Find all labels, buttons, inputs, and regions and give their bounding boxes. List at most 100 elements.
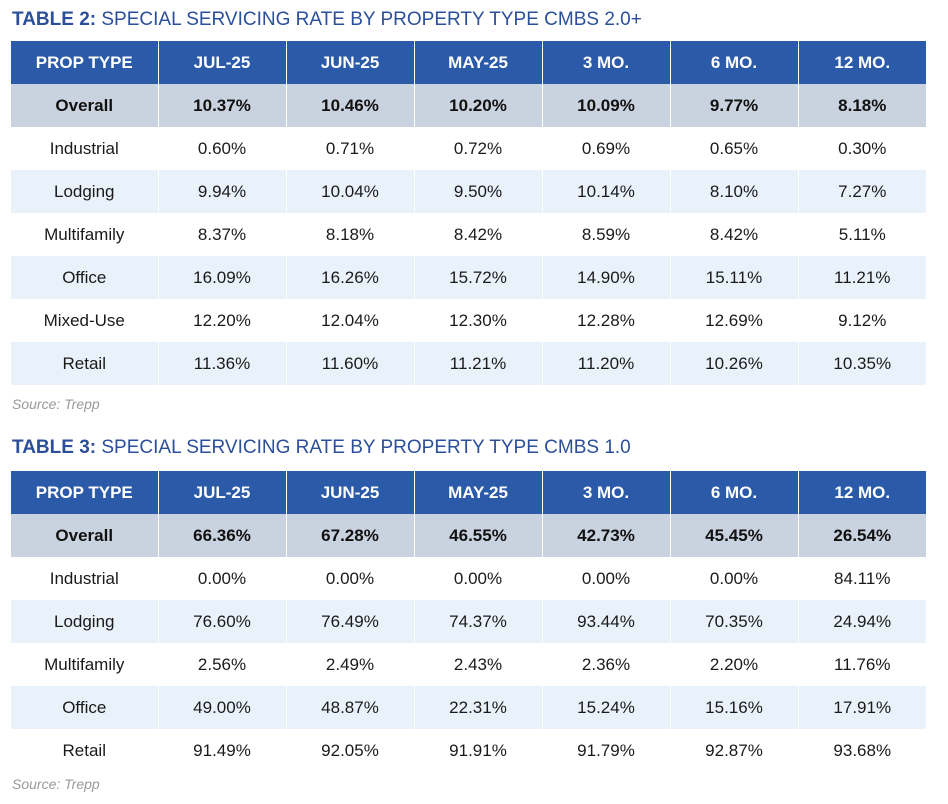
table-cell: 10.26% [669, 342, 798, 385]
table-cell: 0.65% [669, 127, 798, 170]
table-cell: 7.27% [797, 170, 926, 213]
table-3-row-retail: Retail 91.49% 92.05% 91.91% 91.79% 92.87… [11, 729, 926, 772]
table-3-row-multifamily: Multifamily 2.56% 2.49% 2.43% 2.36% 2.20… [11, 643, 926, 686]
table-2-header-row: PROP TYPE JUL-25 JUN-25 MAY-25 3 MO. 6 M… [11, 41, 926, 84]
table-cell: 2.20% [669, 643, 798, 686]
table-cell: 76.60% [157, 600, 286, 643]
table-2-row-lodging: Lodging 9.94% 10.04% 9.50% 10.14% 8.10% … [11, 170, 926, 213]
table-cell: 0.00% [285, 557, 414, 600]
table-2-title: TABLE 2: SPECIAL SERVICING RATE BY PROPE… [12, 9, 642, 31]
table-2-row-retail: Retail 11.36% 11.60% 11.21% 11.20% 10.26… [11, 342, 926, 385]
table-cell: Industrial [11, 557, 158, 600]
table-cell: 74.37% [413, 600, 542, 643]
table-cell: 0.00% [157, 557, 286, 600]
table-cell: Office [11, 256, 158, 299]
table-cell: 10.20% [413, 84, 542, 127]
table-cell: 0.00% [413, 557, 542, 600]
table-3-title: TABLE 3: SPECIAL SERVICING RATE BY PROPE… [12, 437, 631, 459]
table-cell: 11.76% [797, 643, 926, 686]
table-cell: Industrial [11, 127, 158, 170]
table-2-title-number: TABLE 2: [12, 9, 97, 30]
table-cell: 16.26% [285, 256, 414, 299]
table-cell: 8.18% [285, 213, 414, 256]
table-cell: 67.28% [285, 514, 414, 557]
table-cell: 12.69% [669, 299, 798, 342]
table-cell: Multifamily [11, 643, 158, 686]
table-2-row-office: Office 16.09% 16.26% 15.72% 14.90% 15.11… [11, 256, 926, 299]
table-cell: 15.11% [669, 256, 798, 299]
table-cell: Office [11, 686, 158, 729]
table-3-row-overall: Overall 66.36% 67.28% 46.55% 42.73% 45.4… [11, 514, 926, 557]
table-cell: 8.10% [669, 170, 798, 213]
table-cell: 12.28% [541, 299, 670, 342]
table-cell: 93.68% [797, 729, 926, 772]
table-cell: 10.04% [285, 170, 414, 213]
table-2-col-may-25: MAY-25 [413, 41, 542, 84]
table-cell: 70.35% [669, 600, 798, 643]
table-2-row-mixed-use: Mixed-Use 12.20% 12.04% 12.30% 12.28% 12… [11, 299, 926, 342]
table-cell: Overall [11, 84, 158, 127]
table-cell: 84.11% [797, 557, 926, 600]
table-cell: 92.05% [285, 729, 414, 772]
table-cell: Overall [11, 514, 158, 557]
table-cell: 2.43% [413, 643, 542, 686]
table-cell: 16.09% [157, 256, 286, 299]
table-2-col-jul-25: JUL-25 [157, 41, 286, 84]
table-cell: 9.50% [413, 170, 542, 213]
table-cell: 93.44% [541, 600, 670, 643]
table-cell: 22.31% [413, 686, 542, 729]
table-cell: 10.37% [157, 84, 286, 127]
table-cell: 10.09% [541, 84, 670, 127]
table-cell: 12.20% [157, 299, 286, 342]
table-2-row-industrial: Industrial 0.60% 0.71% 0.72% 0.69% 0.65%… [11, 127, 926, 170]
table-cell: 11.21% [797, 256, 926, 299]
table-cell: 9.94% [157, 170, 286, 213]
table-cell: 0.00% [669, 557, 798, 600]
table-3-col-jul-25: JUL-25 [157, 471, 286, 514]
table-3-source: Source: Trepp [12, 776, 100, 792]
table-cell: 15.24% [541, 686, 670, 729]
table-cell: 46.55% [413, 514, 542, 557]
table-2-col-12-mo: 12 MO. [797, 41, 926, 84]
table-cell: Lodging [11, 170, 158, 213]
table-2-col-3-mo: 3 MO. [541, 41, 670, 84]
table-cell: 8.37% [157, 213, 286, 256]
table-3-col-12-mo: 12 MO. [797, 471, 926, 514]
table-3-row-lodging: Lodging 76.60% 76.49% 74.37% 93.44% 70.3… [11, 600, 926, 643]
table-3-col-jun-25: JUN-25 [285, 471, 414, 514]
table-3-col-6-mo: 6 MO. [669, 471, 798, 514]
table-cell: Retail [11, 342, 158, 385]
table-cell: 11.20% [541, 342, 670, 385]
table-cell: 48.87% [285, 686, 414, 729]
table-cell: 12.30% [413, 299, 542, 342]
table-cell: 10.46% [285, 84, 414, 127]
table-2-col-prop-type: PROP TYPE [11, 41, 158, 84]
table-cell: 49.00% [157, 686, 286, 729]
table-cell: 10.14% [541, 170, 670, 213]
table-cell: 0.00% [541, 557, 670, 600]
table-cell: 2.56% [157, 643, 286, 686]
table-3-title-text: SPECIAL SERVICING RATE BY PROPERTY TYPE … [96, 437, 631, 458]
table-cell: 91.49% [157, 729, 286, 772]
table-3-row-industrial: Industrial 0.00% 0.00% 0.00% 0.00% 0.00%… [11, 557, 926, 600]
table-3-title-number: TABLE 3: [12, 437, 97, 458]
table-cell: 26.54% [797, 514, 926, 557]
table-2-row-multifamily: Multifamily 8.37% 8.18% 8.42% 8.59% 8.42… [11, 213, 926, 256]
table-cell: 11.60% [285, 342, 414, 385]
table-2-col-6-mo: 6 MO. [669, 41, 798, 84]
table-cell: 12.04% [285, 299, 414, 342]
table-cell: 5.11% [797, 213, 926, 256]
table-cell: 14.90% [541, 256, 670, 299]
table-cell: 0.30% [797, 127, 926, 170]
table-cell: 0.72% [413, 127, 542, 170]
table-cell: 8.42% [413, 213, 542, 256]
table-cell: 2.49% [285, 643, 414, 686]
table-cell: 8.42% [669, 213, 798, 256]
table-cell: 15.72% [413, 256, 542, 299]
table-cell: 10.35% [797, 342, 926, 385]
table-cell: Retail [11, 729, 158, 772]
table-3-col-may-25: MAY-25 [413, 471, 542, 514]
table-cell: 45.45% [669, 514, 798, 557]
table-3-header-row: PROP TYPE JUL-25 JUN-25 MAY-25 3 MO. 6 M… [11, 471, 926, 514]
